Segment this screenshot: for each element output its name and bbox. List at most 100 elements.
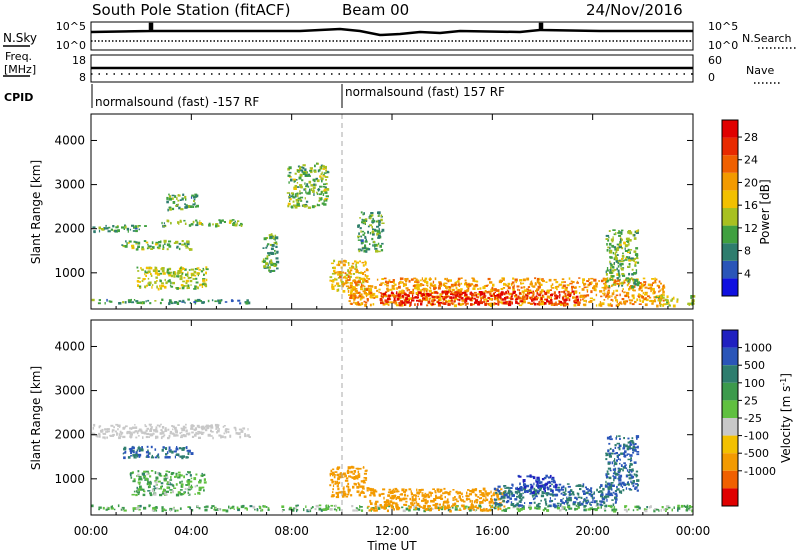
power-data-cell	[590, 290, 593, 294]
power-data-cell	[323, 199, 325, 203]
velocity-data-cell	[147, 449, 149, 452]
power-data-cell	[412, 288, 414, 292]
power-data-cell	[627, 282, 630, 285]
power-data-cell	[443, 285, 447, 287]
velocity-data-cell	[636, 489, 639, 492]
velocity-data-cell	[496, 503, 499, 506]
velocity-data-cell	[614, 492, 618, 495]
velocity-data-cell	[174, 509, 177, 513]
velocity-data-cell	[217, 430, 220, 433]
power-data-cell	[578, 277, 581, 279]
power-data-cell	[310, 184, 314, 187]
velocity-data-cell	[587, 490, 589, 493]
power-data-cell	[298, 171, 300, 173]
power-data-cell	[342, 263, 346, 267]
power-data-cell	[372, 229, 374, 232]
velocity-data-cell	[393, 508, 395, 511]
power-data-cell	[560, 303, 563, 306]
power-data-cell	[238, 224, 241, 227]
velocity-data-cell	[625, 444, 628, 448]
velocity-data-cell	[572, 502, 576, 506]
velocity-data-cell	[155, 428, 158, 431]
velocity-data-cell	[495, 502, 498, 505]
power-data-cell	[432, 291, 435, 294]
power-data-cell	[168, 197, 172, 200]
power-data-cell	[498, 292, 500, 295]
velocity-data-cell	[408, 505, 412, 508]
velocity-data-cell	[188, 449, 191, 453]
velocity-data-cell	[137, 435, 140, 437]
velocity-data-cell	[638, 507, 641, 510]
velocity-data-cell	[135, 456, 137, 459]
power-data-cell	[186, 240, 190, 244]
power-data-cell	[325, 195, 329, 198]
power-data-cell	[202, 279, 206, 282]
velocity-data-cell	[130, 451, 132, 454]
power-data-cell	[656, 304, 659, 308]
power-data-cell	[423, 293, 425, 297]
velocity-data-cell	[605, 480, 607, 484]
velocity-data-cell	[164, 456, 168, 459]
power-data-cell	[362, 219, 366, 222]
power-data-cell	[621, 238, 623, 241]
power-data-cell	[488, 298, 492, 301]
velocity-data-cell	[613, 508, 617, 511]
power-data-cell	[544, 298, 547, 301]
power-data-cell	[214, 300, 217, 303]
power-data-cell	[372, 233, 375, 236]
power-data-cell	[394, 301, 398, 305]
velocity-data-cell	[551, 494, 555, 497]
power-data-cell	[523, 301, 526, 304]
power-data-cell	[178, 300, 182, 303]
power-data-cell	[609, 249, 613, 253]
velocity-data-cell	[471, 490, 475, 494]
power-data-cell	[488, 290, 492, 293]
velocity-data-cell	[174, 426, 177, 430]
power-data-cell	[191, 194, 194, 197]
power-data-cell	[424, 280, 428, 283]
velocity-data-cell	[591, 496, 594, 499]
power-data-cell	[450, 283, 454, 286]
power-data-cell	[637, 293, 641, 296]
velocity-data-cell	[136, 431, 139, 435]
velocity-data-cell	[485, 508, 488, 511]
velocity-data-cell	[358, 467, 362, 470]
power-data-cell	[379, 244, 382, 248]
velocity-data-cell	[167, 436, 170, 440]
power-data-cell	[162, 248, 165, 250]
velocity-data-cell	[579, 488, 582, 491]
velocity-data-cell	[190, 427, 193, 430]
power-data-cell	[534, 282, 537, 285]
power-data-cell	[168, 273, 172, 277]
power-data-cell	[121, 244, 124, 246]
velocity-data-cell	[579, 501, 581, 504]
power-data-cell	[660, 296, 662, 298]
velocity-data-cell	[493, 506, 496, 509]
velocity-data-cell	[601, 491, 604, 495]
power-data-cell	[553, 291, 556, 294]
velocity-data-cell	[549, 481, 552, 484]
velocity-data-cell	[157, 454, 159, 458]
power-data-cell	[526, 288, 529, 291]
power-data-cell	[174, 195, 177, 198]
velocity-data-cell	[182, 434, 185, 437]
power-data-cell	[350, 291, 353, 295]
power-data-cell	[287, 204, 290, 208]
velocity-data-cell	[510, 501, 513, 504]
velocity-data-cell	[636, 505, 640, 508]
nsearch-tick-bottom: 10^0	[708, 39, 738, 52]
power-data-cell	[141, 268, 144, 271]
velocity-data-cell	[133, 490, 136, 493]
velocity-data-cell	[218, 434, 222, 437]
power-data-cell	[318, 199, 321, 202]
velocity-data-cell	[532, 498, 535, 501]
velocity-data-cell	[612, 449, 614, 452]
velocity-data-cell	[210, 507, 213, 509]
velocity-data-cell	[462, 500, 466, 503]
power-data-cell	[455, 294, 459, 297]
velocity-data-cell	[415, 501, 418, 504]
velocity-data-cell	[555, 483, 558, 486]
power-data-cell	[180, 284, 183, 287]
